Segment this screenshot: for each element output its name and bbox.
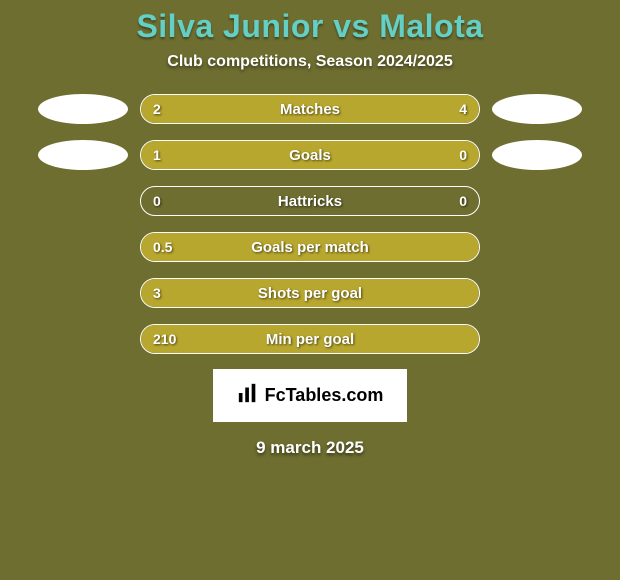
comparison-container: Silva Junior vs Malota Club competitions… — [0, 0, 620, 458]
metric-bar: 210Min per goal — [140, 324, 480, 354]
player-right-avatar-slot — [480, 140, 590, 170]
metric-label: Matches — [141, 101, 479, 118]
metric-row: 210Min per goal — [0, 323, 620, 355]
metric-bar: 0.5Goals per match — [140, 232, 480, 262]
metric-row: 24Matches — [0, 93, 620, 125]
metric-bar: 10Goals — [140, 140, 480, 170]
brand-badge[interactable]: FcTables.com — [213, 369, 408, 422]
player-right-avatar — [492, 94, 582, 124]
player-left-avatar-slot — [30, 140, 140, 170]
metric-bar: 3Shots per goal — [140, 278, 480, 308]
chart-icon — [237, 382, 259, 409]
metric-label: Goals — [141, 147, 479, 164]
brand-label: FcTables.com — [265, 385, 384, 406]
metric-row: 00Hattricks — [0, 185, 620, 217]
player-left-avatar — [38, 94, 128, 124]
player-left-avatar-slot — [30, 94, 140, 124]
metrics-list: 24Matches 10Goals 00Hattricks 0.5Goals per … — [0, 93, 620, 355]
metric-label: Min per goal — [141, 331, 479, 348]
metric-label: Shots per goal — [141, 285, 479, 302]
metric-row: 3Shots per goal — [0, 277, 620, 309]
page-title: Silva Junior vs Malota — [0, 8, 620, 45]
metric-row: 10Goals — [0, 139, 620, 171]
player-left-avatar — [38, 140, 128, 170]
date-label: 9 march 2025 — [0, 438, 620, 458]
brand-footer: FcTables.com — [0, 369, 620, 422]
metric-bar: 24Matches — [140, 94, 480, 124]
metric-bar: 00Hattricks — [140, 186, 480, 216]
page-subtitle: Club competitions, Season 2024/2025 — [0, 53, 620, 71]
metric-label: Hattricks — [141, 193, 479, 210]
metric-row: 0.5Goals per match — [0, 231, 620, 263]
player-right-avatar — [492, 140, 582, 170]
player-right-avatar-slot — [480, 94, 590, 124]
metric-label: Goals per match — [141, 239, 479, 256]
